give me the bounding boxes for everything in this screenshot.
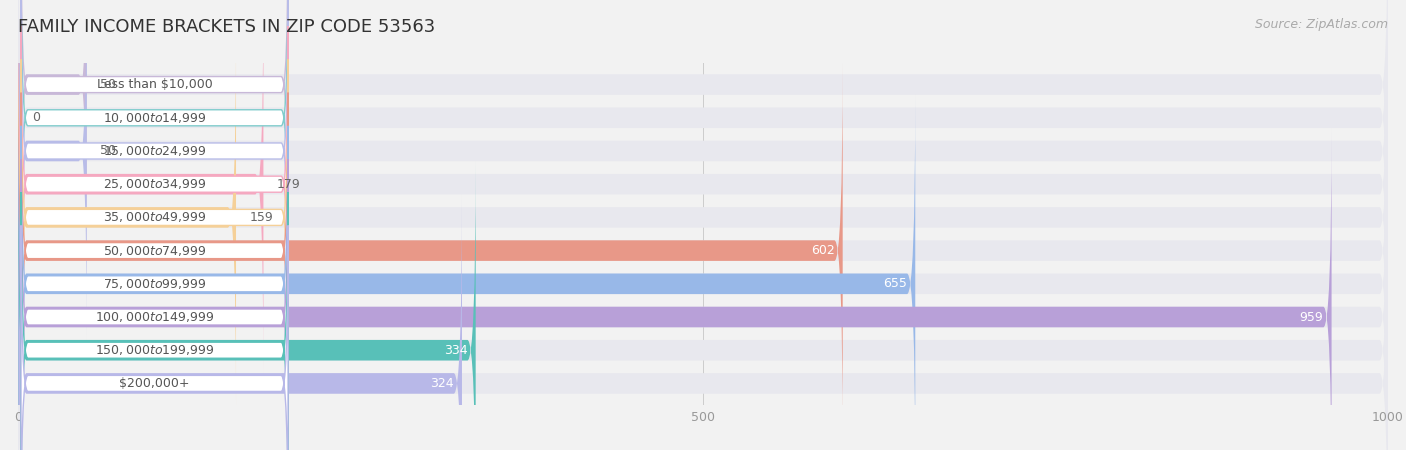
Text: FAMILY INCOME BRACKETS IN ZIP CODE 53563: FAMILY INCOME BRACKETS IN ZIP CODE 53563 [18,18,436,36]
FancyBboxPatch shape [18,0,1388,307]
Text: Less than $10,000: Less than $10,000 [97,78,212,91]
Text: $10,000 to $14,999: $10,000 to $14,999 [103,111,207,125]
Text: 50: 50 [100,144,117,158]
FancyBboxPatch shape [21,0,288,243]
FancyBboxPatch shape [18,0,263,373]
FancyBboxPatch shape [18,0,1388,274]
Text: $15,000 to $24,999: $15,000 to $24,999 [103,144,207,158]
Text: Source: ZipAtlas.com: Source: ZipAtlas.com [1254,18,1388,31]
FancyBboxPatch shape [18,95,915,450]
Text: $200,000+: $200,000+ [120,377,190,390]
FancyBboxPatch shape [18,128,1388,450]
FancyBboxPatch shape [18,0,87,340]
FancyBboxPatch shape [21,93,288,409]
FancyBboxPatch shape [18,0,1388,373]
FancyBboxPatch shape [18,28,1388,406]
Text: $100,000 to $149,999: $100,000 to $149,999 [94,310,214,324]
FancyBboxPatch shape [21,0,288,309]
Text: 602: 602 [811,244,835,257]
Text: $50,000 to $74,999: $50,000 to $74,999 [103,243,207,257]
FancyBboxPatch shape [18,128,1331,450]
FancyBboxPatch shape [18,62,1388,440]
Text: $35,000 to $49,999: $35,000 to $49,999 [103,211,207,225]
FancyBboxPatch shape [21,225,288,450]
Text: $75,000 to $99,999: $75,000 to $99,999 [103,277,207,291]
FancyBboxPatch shape [18,194,1388,450]
Text: 50: 50 [100,78,117,91]
FancyBboxPatch shape [18,161,475,450]
Text: 959: 959 [1299,310,1323,324]
FancyBboxPatch shape [21,126,288,442]
FancyBboxPatch shape [21,26,288,342]
FancyBboxPatch shape [21,59,288,375]
Text: 179: 179 [277,178,301,191]
FancyBboxPatch shape [18,0,87,274]
FancyBboxPatch shape [18,0,1388,340]
FancyBboxPatch shape [18,62,842,440]
FancyBboxPatch shape [18,95,1388,450]
FancyBboxPatch shape [21,0,288,276]
Text: $150,000 to $199,999: $150,000 to $199,999 [94,343,214,357]
Text: 0: 0 [32,111,39,124]
Text: 655: 655 [883,277,907,290]
FancyBboxPatch shape [18,161,1388,450]
Text: $25,000 to $34,999: $25,000 to $34,999 [103,177,207,191]
FancyBboxPatch shape [21,159,288,450]
FancyBboxPatch shape [21,192,288,450]
Text: 324: 324 [430,377,454,390]
Text: 334: 334 [444,344,467,357]
Text: 159: 159 [250,211,273,224]
FancyBboxPatch shape [18,28,236,406]
FancyBboxPatch shape [18,194,463,450]
